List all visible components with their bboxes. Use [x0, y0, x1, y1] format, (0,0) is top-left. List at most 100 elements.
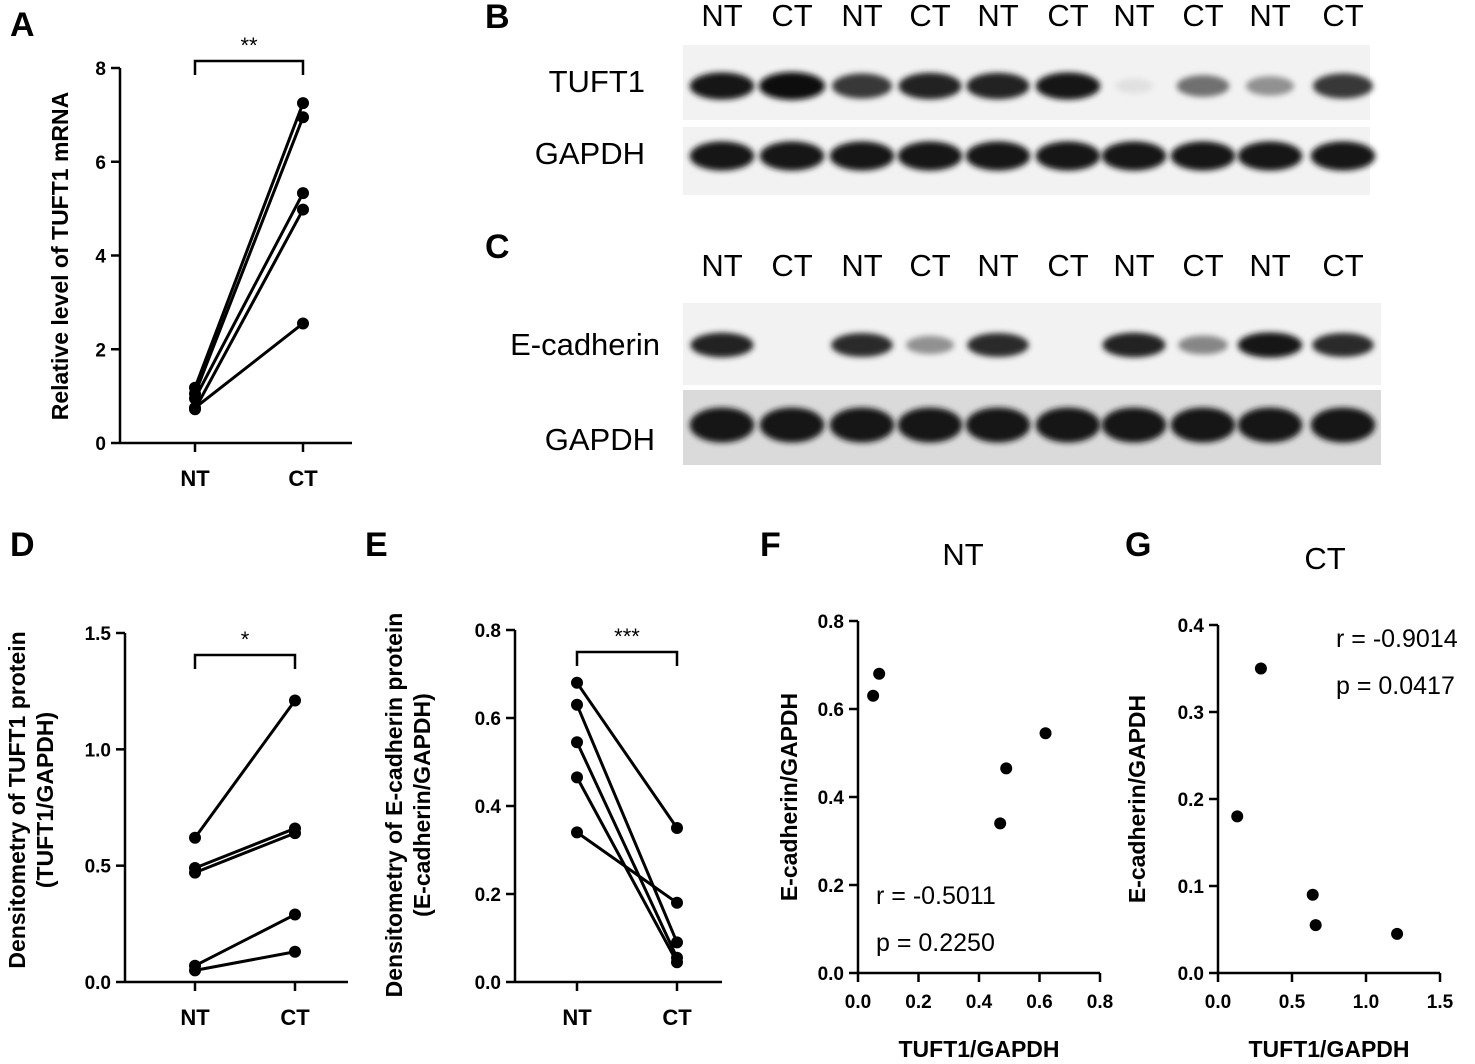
series-line: [194, 831, 296, 875]
chart-title: NT: [942, 537, 983, 572]
data-point: [189, 964, 201, 977]
blot-b-band: [897, 141, 963, 171]
data-point: [297, 203, 309, 216]
blot-b-band: [829, 141, 895, 171]
data-point: [289, 945, 301, 958]
y-tick-label: 0.6: [475, 709, 501, 730]
data-point: [671, 956, 683, 969]
series-line: [193, 116, 305, 395]
x-tick-label: 1.5: [1427, 992, 1454, 1013]
blot-c-lane-label: NT: [1249, 248, 1290, 283]
blot-c-band: [1178, 335, 1228, 355]
blot-b-lane-label: NT: [701, 0, 742, 33]
x-axis-label: TUFT1/GAPDH: [1249, 1036, 1410, 1062]
blot-b-lane-label: CT: [1182, 0, 1223, 33]
scatter-point: [867, 689, 880, 702]
blot-b-band: [1312, 73, 1374, 99]
data-point: [289, 908, 301, 921]
blot-b-band: [965, 141, 1031, 171]
series-line: [194, 322, 304, 410]
blot-c-band: [897, 407, 963, 443]
blot-b-row-label-1: TUFT1: [549, 64, 645, 99]
series-line: [193, 102, 305, 389]
y-axis-label: (E-cadherin/GAPDH): [409, 693, 435, 917]
y-tick-label: 4: [95, 247, 106, 268]
blot-b-lane-label: NT: [977, 0, 1018, 33]
significance-bracket: [575, 650, 679, 666]
blot-c-band: [905, 335, 955, 355]
blot-b-lane-label: NT: [1249, 0, 1290, 33]
y-tick-label: 2: [95, 340, 106, 361]
y-axis-label: Relative level of TUFT1 mRNA: [47, 92, 73, 420]
blot-c-lane-label: CT: [909, 248, 950, 283]
x-tick-label: NT: [562, 1005, 592, 1030]
correlation-p: p = 0.2250: [876, 929, 995, 957]
blot-c-band: [1312, 332, 1374, 358]
data-point: [297, 187, 309, 200]
y-axis-label: E-cadherin/GAPDH: [1124, 695, 1150, 903]
blot-c-row-label-1: E-cadherin: [510, 327, 660, 362]
blot-c-lane-label: NT: [977, 248, 1018, 283]
significance-bracket: [193, 653, 297, 669]
blot-b-lane-label: CT: [1322, 0, 1363, 33]
y-tick-label: 0.4: [1178, 616, 1205, 637]
y-axis-label: Densitometry of TUFT1 protein: [4, 631, 30, 968]
series-line: [575, 741, 679, 959]
blot-c-band: [1035, 407, 1101, 443]
data-point: [289, 827, 301, 840]
blot-c-band: [689, 407, 755, 443]
y-tick-label: 0.5: [85, 857, 112, 878]
data-point: [189, 831, 201, 844]
x-tick-label: 0.5: [1279, 992, 1306, 1013]
series-line: [193, 208, 305, 410]
blot-c-band: [1101, 407, 1167, 443]
scatter-point: [1309, 919, 1322, 932]
chart-panel-d: 0.0 0.5 1.0 1.5 NT CT Densitometry of TUFT1 pr…: [4, 624, 348, 1030]
blot-c-band: [965, 407, 1031, 443]
data-point: [571, 736, 583, 749]
blot-b-band: [1115, 78, 1153, 94]
chart-panel-f: 0.0 0.2 0.4 0.6 0.8 0.0 0.2 0.4 0.6 0.8 NT TUFT1/GA…: [776, 537, 1113, 1062]
data-point: [571, 676, 583, 689]
x-tick-label: 0.6: [1026, 992, 1052, 1013]
y-tick-label: 0.0: [85, 973, 111, 994]
data-point: [297, 97, 309, 110]
x-tick-label: 0.0: [1205, 992, 1231, 1013]
data-point: [297, 111, 309, 124]
series-line: [194, 827, 296, 870]
chart-panel-a: 0 2 4 6 8 NT CT Relative level of TUFT1 mRNA **: [47, 33, 352, 491]
blot-c-band: [967, 332, 1029, 358]
panel-label-g: G: [1125, 526, 1151, 564]
x-tick-label: 0.4: [966, 992, 993, 1013]
blot-c-band: [690, 332, 754, 358]
blot-b-lane-label: NT: [841, 0, 882, 33]
panel-label-c: C: [485, 228, 510, 266]
chart-panel-g: 0.0 0.1 0.2 0.3 0.4 0.0 0.5 1.0 1.5 CT TUFT1/GAPDH…: [1124, 541, 1458, 1062]
blot-b-band: [1035, 72, 1101, 100]
western-blot-c: E-cadherin GAPDH NT CT NT CT NT CT NT CT NT CT: [510, 248, 1381, 465]
y-tick-label: 0.4: [475, 797, 502, 818]
x-tick-label: CT: [288, 466, 318, 491]
panel-label-d: D: [10, 526, 35, 564]
x-axis-label: TUFT1/GAPDH: [899, 1036, 1060, 1062]
series-line: [575, 776, 679, 963]
x-tick-label: NT: [180, 1005, 210, 1030]
y-tick-label: 1.0: [85, 740, 111, 761]
blot-c-bands: [689, 332, 1376, 443]
series-line: [193, 192, 305, 400]
blot-c-band: [1310, 407, 1376, 443]
panel-label-b: B: [485, 0, 510, 36]
blot-c-lane-label: NT: [841, 248, 882, 283]
blot-b-band: [1176, 75, 1230, 97]
correlation-r: r = -0.5011: [876, 882, 996, 910]
blot-c-lane-label: CT: [771, 248, 812, 283]
data-point: [189, 866, 201, 879]
x-tick-label: 0.8: [1087, 992, 1113, 1013]
scatter-point: [1000, 762, 1013, 775]
y-axis-label: E-cadherin/GAPDH: [776, 693, 802, 901]
data-point: [571, 771, 583, 784]
data-point: [297, 317, 309, 330]
x-tick-label: 0.0: [845, 992, 871, 1013]
blot-c-band: [759, 407, 825, 443]
